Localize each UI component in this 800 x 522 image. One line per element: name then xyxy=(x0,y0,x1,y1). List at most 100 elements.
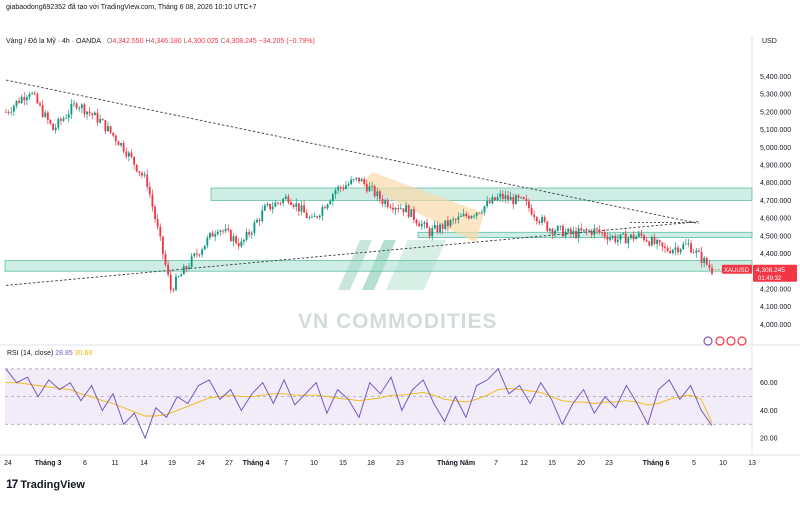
candle-body xyxy=(175,276,177,291)
low-value: 4,300.025 xyxy=(187,38,219,45)
candle-body xyxy=(117,141,120,146)
candle-body xyxy=(352,179,355,180)
candle-body xyxy=(193,253,196,257)
candle-body xyxy=(504,195,507,200)
candle-body xyxy=(454,219,457,221)
price-tick-label: 4,900.000 xyxy=(760,163,791,170)
high-label: H xyxy=(145,38,151,45)
candle-body xyxy=(138,171,141,174)
candle-body xyxy=(135,164,138,172)
candle-body xyxy=(705,257,708,265)
candle-body xyxy=(70,104,73,115)
candle-body xyxy=(582,229,585,231)
candle-body xyxy=(373,186,376,197)
candle-body xyxy=(379,191,381,199)
candle-body xyxy=(240,241,243,247)
candle-body xyxy=(229,230,232,242)
candle-body xyxy=(54,127,57,131)
price-tick-label: 4,800.000 xyxy=(760,180,791,187)
watermark-text: VN COMMODITIES xyxy=(298,310,498,333)
candle-body xyxy=(107,126,109,132)
candle-body xyxy=(206,237,209,246)
rsi-title: RSI (14, close) xyxy=(7,350,54,357)
time-tick-label: 24 xyxy=(4,460,12,467)
candle-body xyxy=(177,276,180,278)
candle-body xyxy=(209,232,211,238)
currency-label[interactable]: USD xyxy=(762,38,777,45)
candle-body xyxy=(559,225,562,227)
tradingview-brand[interactable]: 17 TradingView xyxy=(6,477,85,491)
candle-body xyxy=(470,216,473,219)
candle-body xyxy=(148,186,151,195)
candle-body xyxy=(627,238,630,244)
time-tick-label: 19 xyxy=(168,460,176,467)
candle-body xyxy=(389,206,392,208)
candle-body xyxy=(462,213,465,217)
rsi-tick-label: 60.00 xyxy=(760,380,778,387)
candle-body xyxy=(125,151,128,157)
candle-body xyxy=(478,212,481,214)
candle-body xyxy=(433,224,436,229)
candle-body xyxy=(365,183,368,192)
candle-body xyxy=(695,250,698,253)
event-flag-icon xyxy=(715,336,725,346)
candle-body xyxy=(446,220,449,226)
candle-body xyxy=(700,251,703,263)
candle-body xyxy=(522,197,525,200)
candle-body xyxy=(420,223,423,227)
candle-body xyxy=(585,229,588,231)
candle-body xyxy=(235,236,238,244)
candle-body xyxy=(428,227,431,237)
candle-body xyxy=(20,97,23,103)
ohlc-legend: Vàng / Đô la Mỹ · 4h · OANDA O4,342.550 … xyxy=(6,38,315,45)
candle-body xyxy=(530,208,533,215)
symbol-title[interactable]: Vàng / Đô la Mỹ · 4h · OANDA xyxy=(6,38,101,45)
candle-body xyxy=(603,232,606,237)
author-line: giabaodong692352 đã tạo với TradingView.… xyxy=(6,4,257,11)
candle-body xyxy=(486,201,489,207)
event-flag-icon xyxy=(703,336,713,346)
candle-body xyxy=(441,224,444,230)
price-tick-label: 5,100.000 xyxy=(760,127,791,134)
candle-body xyxy=(237,243,240,247)
candle-body xyxy=(324,207,326,209)
candle-body xyxy=(460,216,462,217)
candle-body xyxy=(339,186,342,188)
candle-body xyxy=(368,186,371,192)
rsi-legend[interactable]: RSI (14, close) 28.85 30.68 xyxy=(7,350,92,357)
candle-body xyxy=(541,217,543,223)
candle-body xyxy=(533,214,536,218)
candle-body xyxy=(494,197,496,201)
time-tick-label: 24 xyxy=(197,460,205,467)
candle-body xyxy=(653,237,656,244)
candle-body xyxy=(297,203,300,212)
candle-body xyxy=(318,215,321,218)
candle-body xyxy=(637,233,640,237)
candle-body xyxy=(407,205,410,217)
candle-body xyxy=(512,197,515,205)
candle-body xyxy=(337,186,339,191)
candle-body xyxy=(669,250,672,254)
price-tick-label: 5,400.000 xyxy=(760,74,791,81)
candle-body xyxy=(266,203,269,206)
candle-body xyxy=(575,230,577,238)
time-tick-label: Tháng 4 xyxy=(243,460,270,467)
candle-body xyxy=(190,256,193,267)
candle-body xyxy=(271,206,274,210)
candle-body xyxy=(601,232,604,234)
candle-body xyxy=(436,224,439,233)
open-label: O xyxy=(106,38,113,45)
candle-body xyxy=(130,152,133,157)
candle-body xyxy=(467,216,470,219)
candle-body xyxy=(418,223,421,227)
candle-body xyxy=(598,229,601,233)
candle-body xyxy=(449,220,452,226)
candle-body xyxy=(120,143,122,146)
candle-body xyxy=(658,240,661,243)
support-resistance-zone xyxy=(210,187,753,201)
candle-body xyxy=(342,187,345,189)
trendline xyxy=(5,79,699,224)
candle-body xyxy=(426,222,428,228)
event-flag-icon xyxy=(737,336,747,346)
